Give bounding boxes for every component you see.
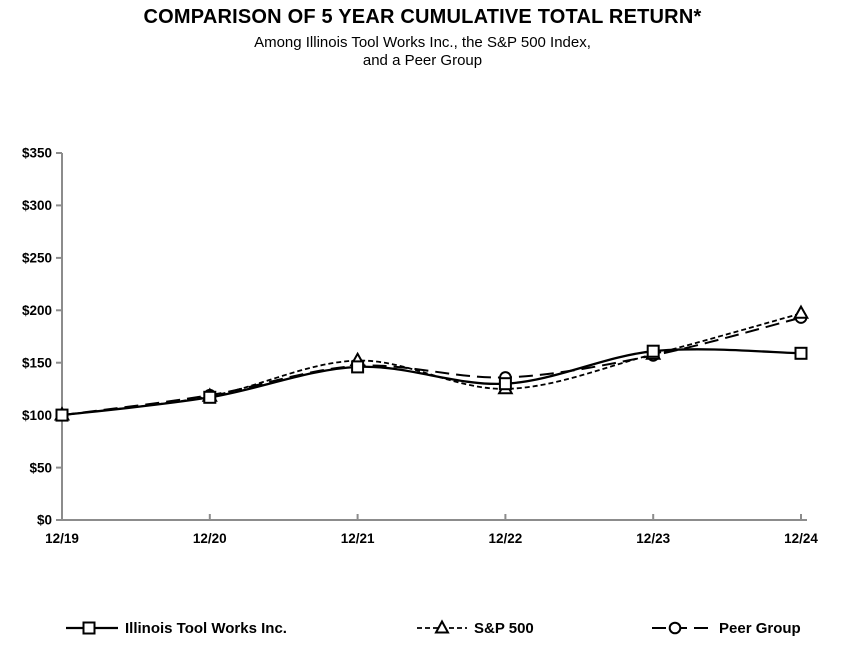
legend-label-sp500: S&P 500 bbox=[474, 619, 534, 637]
chart-subtitle-line2: and a Peer Group bbox=[362, 52, 483, 69]
x-axis-label-12-24: 12/24 bbox=[784, 531, 818, 546]
x-axis-label-12-22: 12/22 bbox=[489, 531, 523, 546]
legend-entry-illinois-tool-works: Illinois Tool Works Inc. bbox=[66, 615, 287, 641]
marker-square-illinois-tool-works-inc-12-19 bbox=[55, 408, 69, 422]
y-axis-label-150: $150 bbox=[22, 355, 52, 370]
legend-entry-sp500: S&P 500 bbox=[417, 615, 534, 641]
solid-line-square-marker-icon bbox=[66, 621, 118, 635]
marker-triangle-s-p-500-12-24 bbox=[792, 304, 810, 319]
y-axis-label-300: $300 bbox=[22, 198, 52, 213]
x-axis-label-12-19: 12/19 bbox=[45, 531, 79, 546]
x-axis-label-12-20: 12/20 bbox=[193, 531, 227, 546]
y-axis-label-200: $200 bbox=[22, 303, 52, 318]
y-axis-label-250: $250 bbox=[22, 251, 52, 266]
legend-label-peer-group: Peer Group bbox=[719, 619, 801, 637]
y-axis-label-50: $50 bbox=[29, 460, 52, 475]
long-dash-line-circle-marker-icon bbox=[652, 621, 712, 635]
marker-square-illinois-tool-works-inc-12-22 bbox=[498, 377, 512, 391]
y-axis-label-350: $350 bbox=[22, 146, 52, 161]
marker-square-illinois-tool-works-inc-12-20 bbox=[203, 390, 217, 404]
marker-square-illinois-tool-works-inc-12-24 bbox=[794, 346, 808, 360]
chart-title: COMPARISON OF 5 YEAR CUMULATIVE TOTAL RE… bbox=[143, 6, 702, 28]
chart-legend: Illinois Tool Works Inc. S&P 500 Peer Gr… bbox=[0, 615, 845, 643]
dashed-line-triangle-marker-icon bbox=[417, 619, 467, 634]
series-line-s-p-500 bbox=[61, 312, 802, 416]
series-line-illinois-tool-works-inc bbox=[61, 348, 802, 417]
chart-canvas: $0 $50 $100 $150 $200 $250 $300 $350 12/19 12/20 1… bbox=[22, 146, 818, 546]
y-axis-label-100: $100 bbox=[22, 408, 52, 423]
y-axis-label-0: $0 bbox=[37, 513, 52, 528]
marker-square-illinois-tool-works-inc-12-21 bbox=[351, 360, 365, 374]
legend-label-illinois-tool-works: Illinois Tool Works Inc. bbox=[125, 619, 287, 637]
chart-subtitle-line1: Among Illinois Tool Works Inc., the S&P … bbox=[254, 34, 591, 51]
x-axis-label-12-23: 12/23 bbox=[636, 531, 670, 546]
series-line-peer-group bbox=[61, 316, 802, 417]
chart-header: COMPARISON OF 5 YEAR CUMULATIVE TOTAL RE… bbox=[0, 6, 845, 70]
x-axis-label-12-21: 12/21 bbox=[341, 531, 375, 546]
legend-entry-peer-group: Peer Group bbox=[652, 615, 801, 641]
axis-lines bbox=[61, 153, 807, 521]
marker-square-illinois-tool-works-inc-12-23 bbox=[646, 344, 660, 358]
